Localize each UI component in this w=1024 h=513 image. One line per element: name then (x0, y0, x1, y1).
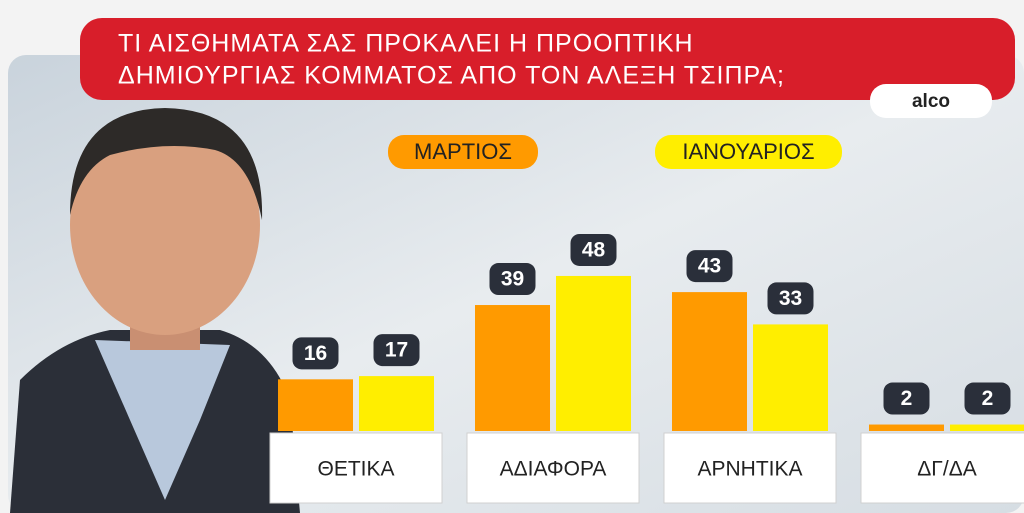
value-label: 39 (501, 268, 524, 291)
legend-label: ΜΑΡΤΙΟΣ (414, 139, 512, 164)
source-pill (870, 84, 992, 118)
category-box (269, 432, 443, 504)
bar (672, 292, 747, 431)
value-label: 33 (779, 287, 802, 310)
value-label-box (767, 282, 814, 315)
value-label-box (489, 263, 536, 296)
legend-pill (655, 135, 842, 169)
x-tick-label: ΑΔΙΑΦΟΡΑ (500, 458, 607, 481)
bar (556, 275, 631, 431)
bar (753, 324, 828, 431)
legend-pill (388, 135, 538, 169)
x-tick-label: ΔΓ/ΔΑ (917, 458, 976, 481)
value-label: 16 (304, 342, 327, 365)
x-tick-label: ΑΡΝΗΤΙΚΑ (697, 458, 802, 481)
value-label-box (570, 233, 617, 266)
title-banner (80, 18, 1015, 100)
value-label-box (883, 382, 930, 415)
bar (475, 305, 550, 431)
bar (950, 424, 1024, 431)
value-label-box (686, 250, 733, 283)
chart-title: ΤΙ ΑΙΣΘΗΜΑΤΑ ΣΑΣ ΠΡΟΚΑΛΕΙ Η ΠΡΟΟΠΤΙΚΗ (118, 30, 694, 58)
bar (869, 424, 944, 431)
category-box (466, 432, 640, 504)
category-box (663, 432, 837, 504)
legend-label: ΙΑΝΟΥΑΡΙΟΣ (682, 139, 814, 164)
value-label: 2 (901, 387, 913, 410)
category-box (860, 432, 1024, 504)
value-label-box (292, 337, 339, 370)
portrait (10, 108, 300, 513)
source: alco (912, 91, 950, 112)
value-label-box (964, 382, 1011, 415)
value-label-box (373, 334, 420, 367)
value-label: 43 (698, 255, 721, 278)
value-label: 48 (582, 239, 606, 262)
value-label: 17 (385, 339, 408, 362)
bar (278, 379, 353, 431)
chart-title: ΔΗΜΙΟΥΡΓΙΑΣ ΚΟΜΜΑΤΟΣ ΑΠΟ ΤΟΝ ΑΛΕΞΗ ΤΣΙΠΡ… (118, 62, 785, 90)
value-label: 2 (982, 387, 994, 410)
bar (359, 376, 434, 431)
x-tick-label: ΘΕΤΙΚΑ (317, 458, 394, 481)
